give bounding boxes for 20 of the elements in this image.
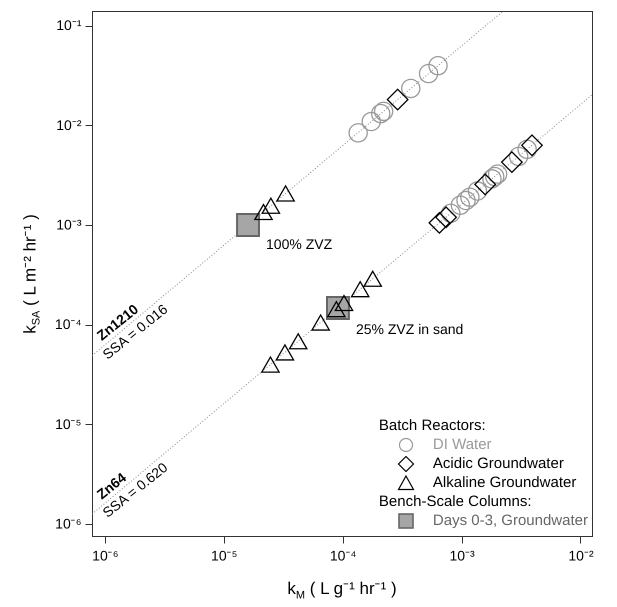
- legend-label: Acidic Groundwater: [432, 454, 564, 473]
- y-tick-label: 10⁻²: [56, 116, 82, 133]
- annotation: 25% ZVZ in sand: [356, 321, 464, 338]
- legend-label: Alkaline Groundwater: [432, 473, 576, 492]
- annotation: Bench-Scale Columns:: [378, 492, 532, 511]
- y-tick-label: 10⁻⁴: [54, 316, 82, 332]
- x-axis-title: k$_{M}$ ( L g⁻¹ hr⁻¹ ): [287, 578, 397, 602]
- y-tick-label: 10⁻⁶: [55, 516, 82, 532]
- legend-label: DI Water: [432, 435, 492, 454]
- annotation: 100% ZVZ: [266, 236, 333, 252]
- y-tick-label: 10⁻³: [56, 216, 82, 232]
- x-tick-label: 10⁻⁶: [92, 548, 119, 564]
- y-tick-label: 10⁻¹: [56, 17, 82, 34]
- x-tick-label: 10⁻⁵: [211, 548, 238, 564]
- x-tick-label: 10⁻⁴: [330, 548, 356, 564]
- legend-title: Batch Reactors:: [378, 416, 487, 435]
- y-tick-label: 10⁻⁵: [55, 416, 82, 432]
- legend-label: Days 0-3, Groundwater: [432, 511, 588, 530]
- x-tick-label: 10⁻²: [568, 548, 594, 564]
- x-tick-label: 10⁻³: [449, 548, 476, 564]
